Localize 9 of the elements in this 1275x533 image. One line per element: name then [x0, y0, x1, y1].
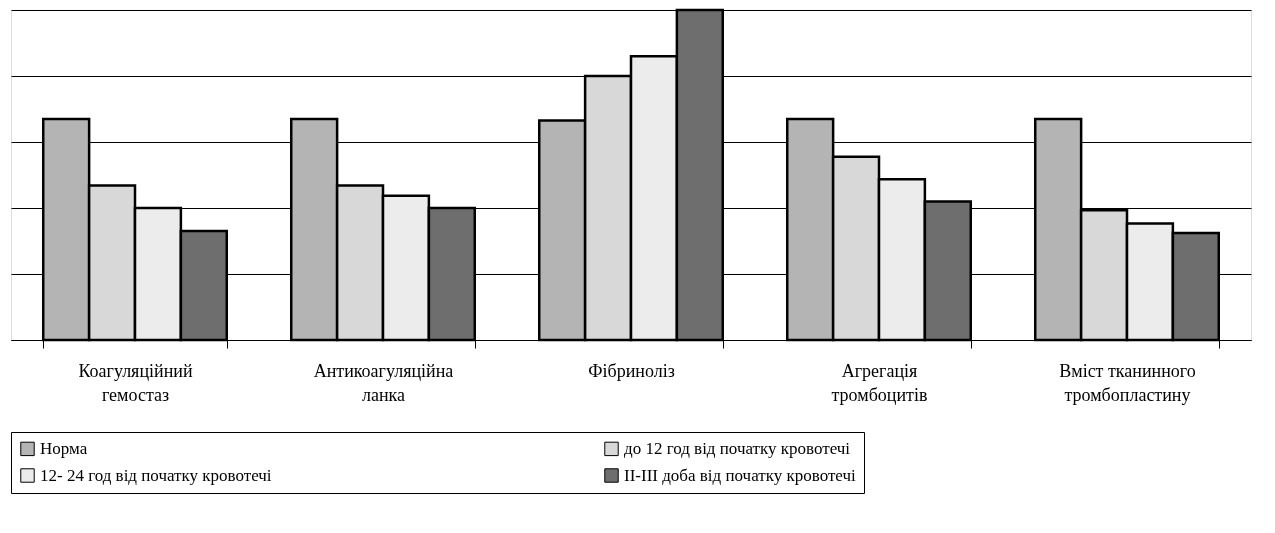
x-tick-label: Агрегація тромбоцитів: [831, 360, 928, 405]
x-tick-label: Вміст тканинного тромбопластину: [1059, 360, 1196, 405]
x-tick-label: Коагуляційний гемостаз: [78, 360, 193, 405]
x-tick-label: Антикоагуляційна ланка: [313, 360, 454, 405]
legend-label: Норма: [40, 438, 88, 458]
legend-label: ІІ-ІІІ доба від початку кровотечі: [624, 465, 857, 485]
legend-label: до 12 год від початку кровотечі: [624, 438, 851, 458]
legend-label: 12- 24 год від початку кровотечі: [40, 465, 272, 485]
x-tick-label: Фібриноліз: [588, 360, 675, 381]
